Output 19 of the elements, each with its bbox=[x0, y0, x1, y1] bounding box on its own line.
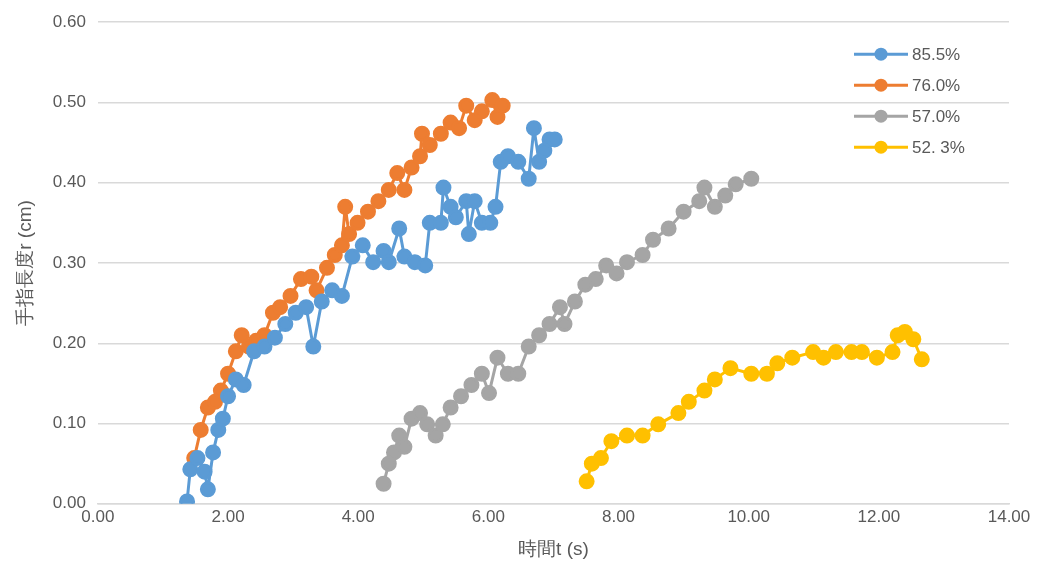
x-tick-label: 10.00 bbox=[727, 506, 770, 526]
y-tick-label: 0.20 bbox=[52, 332, 86, 352]
x-axis-title: 時間t (s) bbox=[518, 537, 589, 559]
y-tick-label: 0.40 bbox=[52, 172, 86, 192]
x-tick-label: 2.00 bbox=[211, 506, 245, 526]
y-tick-label: 0.30 bbox=[52, 252, 86, 272]
x-tick-label: 8.00 bbox=[601, 506, 636, 526]
x-tick-label: 12.00 bbox=[857, 506, 901, 526]
x-tick-label: 6.00 bbox=[471, 506, 505, 526]
legend-label: 52. 3% bbox=[912, 137, 965, 157]
y-tick-label: 0.50 bbox=[52, 92, 86, 112]
y-tick-label: 0.60 bbox=[52, 11, 86, 31]
legend-label: 85.5% bbox=[912, 44, 961, 64]
x-tick-label: 14.00 bbox=[987, 506, 1031, 526]
y-axis-title: 手指長度r (cm) bbox=[13, 200, 35, 326]
legend-label: 76.0% bbox=[912, 75, 961, 95]
y-tick-label: 0.10 bbox=[52, 413, 86, 433]
legend-label: 57.0% bbox=[912, 106, 961, 126]
x-tick-label: 4.00 bbox=[341, 506, 375, 526]
